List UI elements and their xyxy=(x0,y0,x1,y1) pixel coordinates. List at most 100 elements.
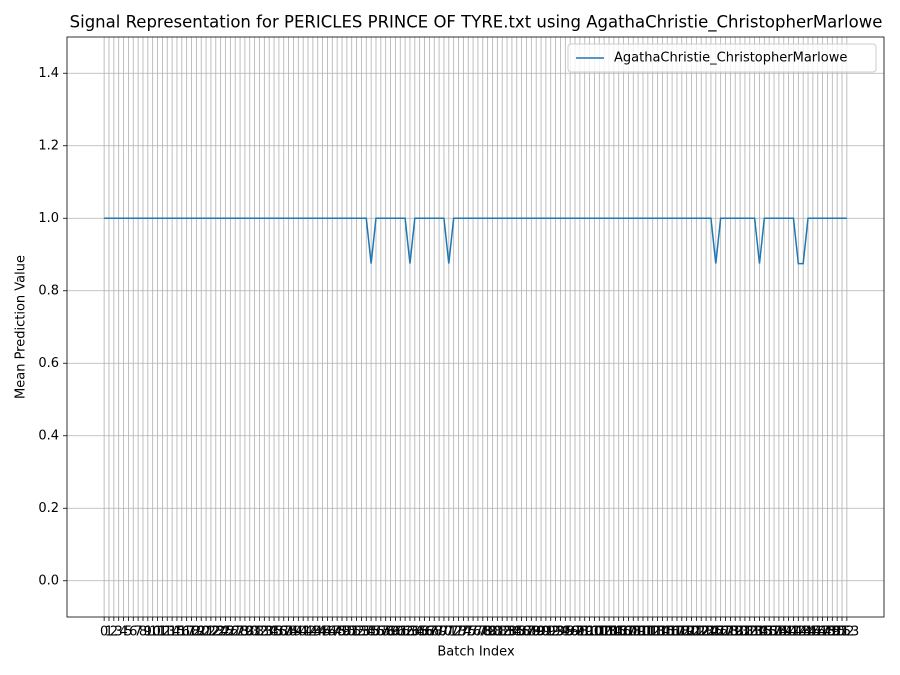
x-tick-label: 112 xyxy=(635,625,660,640)
x-tick-label: 138 xyxy=(762,625,787,640)
x-tick-label: 101 xyxy=(582,625,607,640)
x-tick-label: 3 xyxy=(115,625,123,640)
x-tick-label: 46 xyxy=(319,625,336,640)
x-tick-label: 48 xyxy=(329,625,346,640)
x-tick-label: 123 xyxy=(689,625,714,640)
x-tick-label: 117 xyxy=(660,625,685,640)
x-tick-label: 130 xyxy=(723,625,748,640)
x-tick-label: 18 xyxy=(183,625,200,640)
x-tick-label: 43 xyxy=(305,625,322,640)
legend: AgathaChristie_ChristopherMarlowe xyxy=(567,43,877,73)
x-tick-label: 116 xyxy=(655,625,680,640)
x-tick-label: 16 xyxy=(174,625,191,640)
x-tick-label: 109 xyxy=(621,625,646,640)
x-tick-label: 65 xyxy=(411,625,428,640)
x-tick-label: 126 xyxy=(703,625,728,640)
x-tick-label: 23 xyxy=(208,625,225,640)
x-tick-label: 67 xyxy=(421,625,438,640)
x-tick-label: 108 xyxy=(616,625,641,640)
x-tick-label: 148 xyxy=(810,625,835,640)
x-tick-label: 136 xyxy=(752,625,777,640)
x-tick-label: 52 xyxy=(348,625,365,640)
x-tick-label: 25 xyxy=(217,625,234,640)
x-tick-label: 106 xyxy=(606,625,631,640)
x-tick-label: 80 xyxy=(484,625,501,640)
x-tick-label: 129 xyxy=(718,625,743,640)
x-tick-label: 35 xyxy=(266,625,283,640)
x-tick-label: 64 xyxy=(407,625,424,640)
x-tick-label: 0 xyxy=(100,625,108,640)
x-tick-label: 15 xyxy=(169,625,186,640)
x-tick-label: 31 xyxy=(246,625,263,640)
x-tick-label: 128 xyxy=(713,625,738,640)
x-tick-label: 60 xyxy=(387,625,404,640)
x-tick-label: 66 xyxy=(416,625,433,640)
x-tick-label: 107 xyxy=(611,625,636,640)
y-tick-label: 1.0 xyxy=(38,211,59,226)
x-tick-label: 95 xyxy=(557,625,574,640)
x-tick-label: 134 xyxy=(742,625,767,640)
x-tick-label: 139 xyxy=(766,625,791,640)
x-tick-label: 20 xyxy=(193,625,210,640)
x-tick-label: 78 xyxy=(475,625,492,640)
x-tick-label: 91 xyxy=(538,625,555,640)
x-tick-label: 115 xyxy=(650,625,675,640)
x-tick-label: 103 xyxy=(592,625,617,640)
x-tick-label: 27 xyxy=(227,625,244,640)
x-tick-label: 120 xyxy=(674,625,699,640)
x-tick-label: 47 xyxy=(324,625,341,640)
x-tick-label: 2 xyxy=(110,625,118,640)
x-tick-label: 68 xyxy=(426,625,443,640)
x-tick-label: 44 xyxy=(309,625,326,640)
x-tick-label: 5 xyxy=(124,625,132,640)
x-tick-label: 84 xyxy=(504,625,521,640)
x-tick-label: 32 xyxy=(251,625,268,640)
x-axis-label: Batch Index xyxy=(437,645,515,660)
x-tick-label: 99 xyxy=(576,625,593,640)
x-tick-label: 4 xyxy=(119,625,127,640)
x-tick-label: 19 xyxy=(188,625,205,640)
x-tick-label: 42 xyxy=(300,625,317,640)
x-tick-label: 105 xyxy=(601,625,626,640)
x-tick-label: 6 xyxy=(129,625,137,640)
x-tick-label: 87 xyxy=(518,625,535,640)
x-tick-label: 30 xyxy=(241,625,258,640)
x-tick-label: 77 xyxy=(470,625,487,640)
y-tick-label: 1.4 xyxy=(38,66,59,81)
x-tick-label: 17 xyxy=(178,625,195,640)
x-tick-label: 57 xyxy=(373,625,390,640)
x-tick-label: 61 xyxy=(392,625,409,640)
x-tick-label: 33 xyxy=(256,625,273,640)
x-tick-label: 100 xyxy=(577,625,602,640)
x-tick-label: 118 xyxy=(665,625,690,640)
x-tick-label: 70 xyxy=(436,625,453,640)
x-tick-label: 11 xyxy=(149,625,166,640)
x-tick-label: 71 xyxy=(441,625,458,640)
x-tick-label: 14 xyxy=(164,625,181,640)
x-tick-label: 59 xyxy=(382,625,399,640)
x-tick-label: 72 xyxy=(445,625,462,640)
x-tick-label: 9 xyxy=(144,625,152,640)
x-tick-label: 75 xyxy=(460,625,477,640)
x-tick-label: 98 xyxy=(572,625,589,640)
y-tick-label: 0.0 xyxy=(38,573,59,588)
x-tick-label: 94 xyxy=(552,625,569,640)
x-tick-label: 81 xyxy=(489,625,506,640)
x-tick-label: 76 xyxy=(465,625,482,640)
x-tick-label: 137 xyxy=(757,625,782,640)
x-tick-label: 92 xyxy=(542,625,559,640)
x-tick-label: 40 xyxy=(290,625,307,640)
x-tick-label: 83 xyxy=(499,625,516,640)
x-tick-label: 50 xyxy=(339,625,356,640)
y-tick-label: 1.2 xyxy=(38,138,59,153)
x-tick-label: 104 xyxy=(597,625,622,640)
x-tick-label: 38 xyxy=(280,625,297,640)
x-tick-label: 8 xyxy=(139,625,147,640)
x-tick-label: 119 xyxy=(669,625,694,640)
x-tick-label: 24 xyxy=(212,625,229,640)
x-tick-label: 149 xyxy=(815,625,840,640)
x-tick-label: 12 xyxy=(154,625,171,640)
x-tick-label: 10 xyxy=(144,625,161,640)
x-tick-label: 86 xyxy=(513,625,530,640)
x-tick-label: 37 xyxy=(275,625,292,640)
